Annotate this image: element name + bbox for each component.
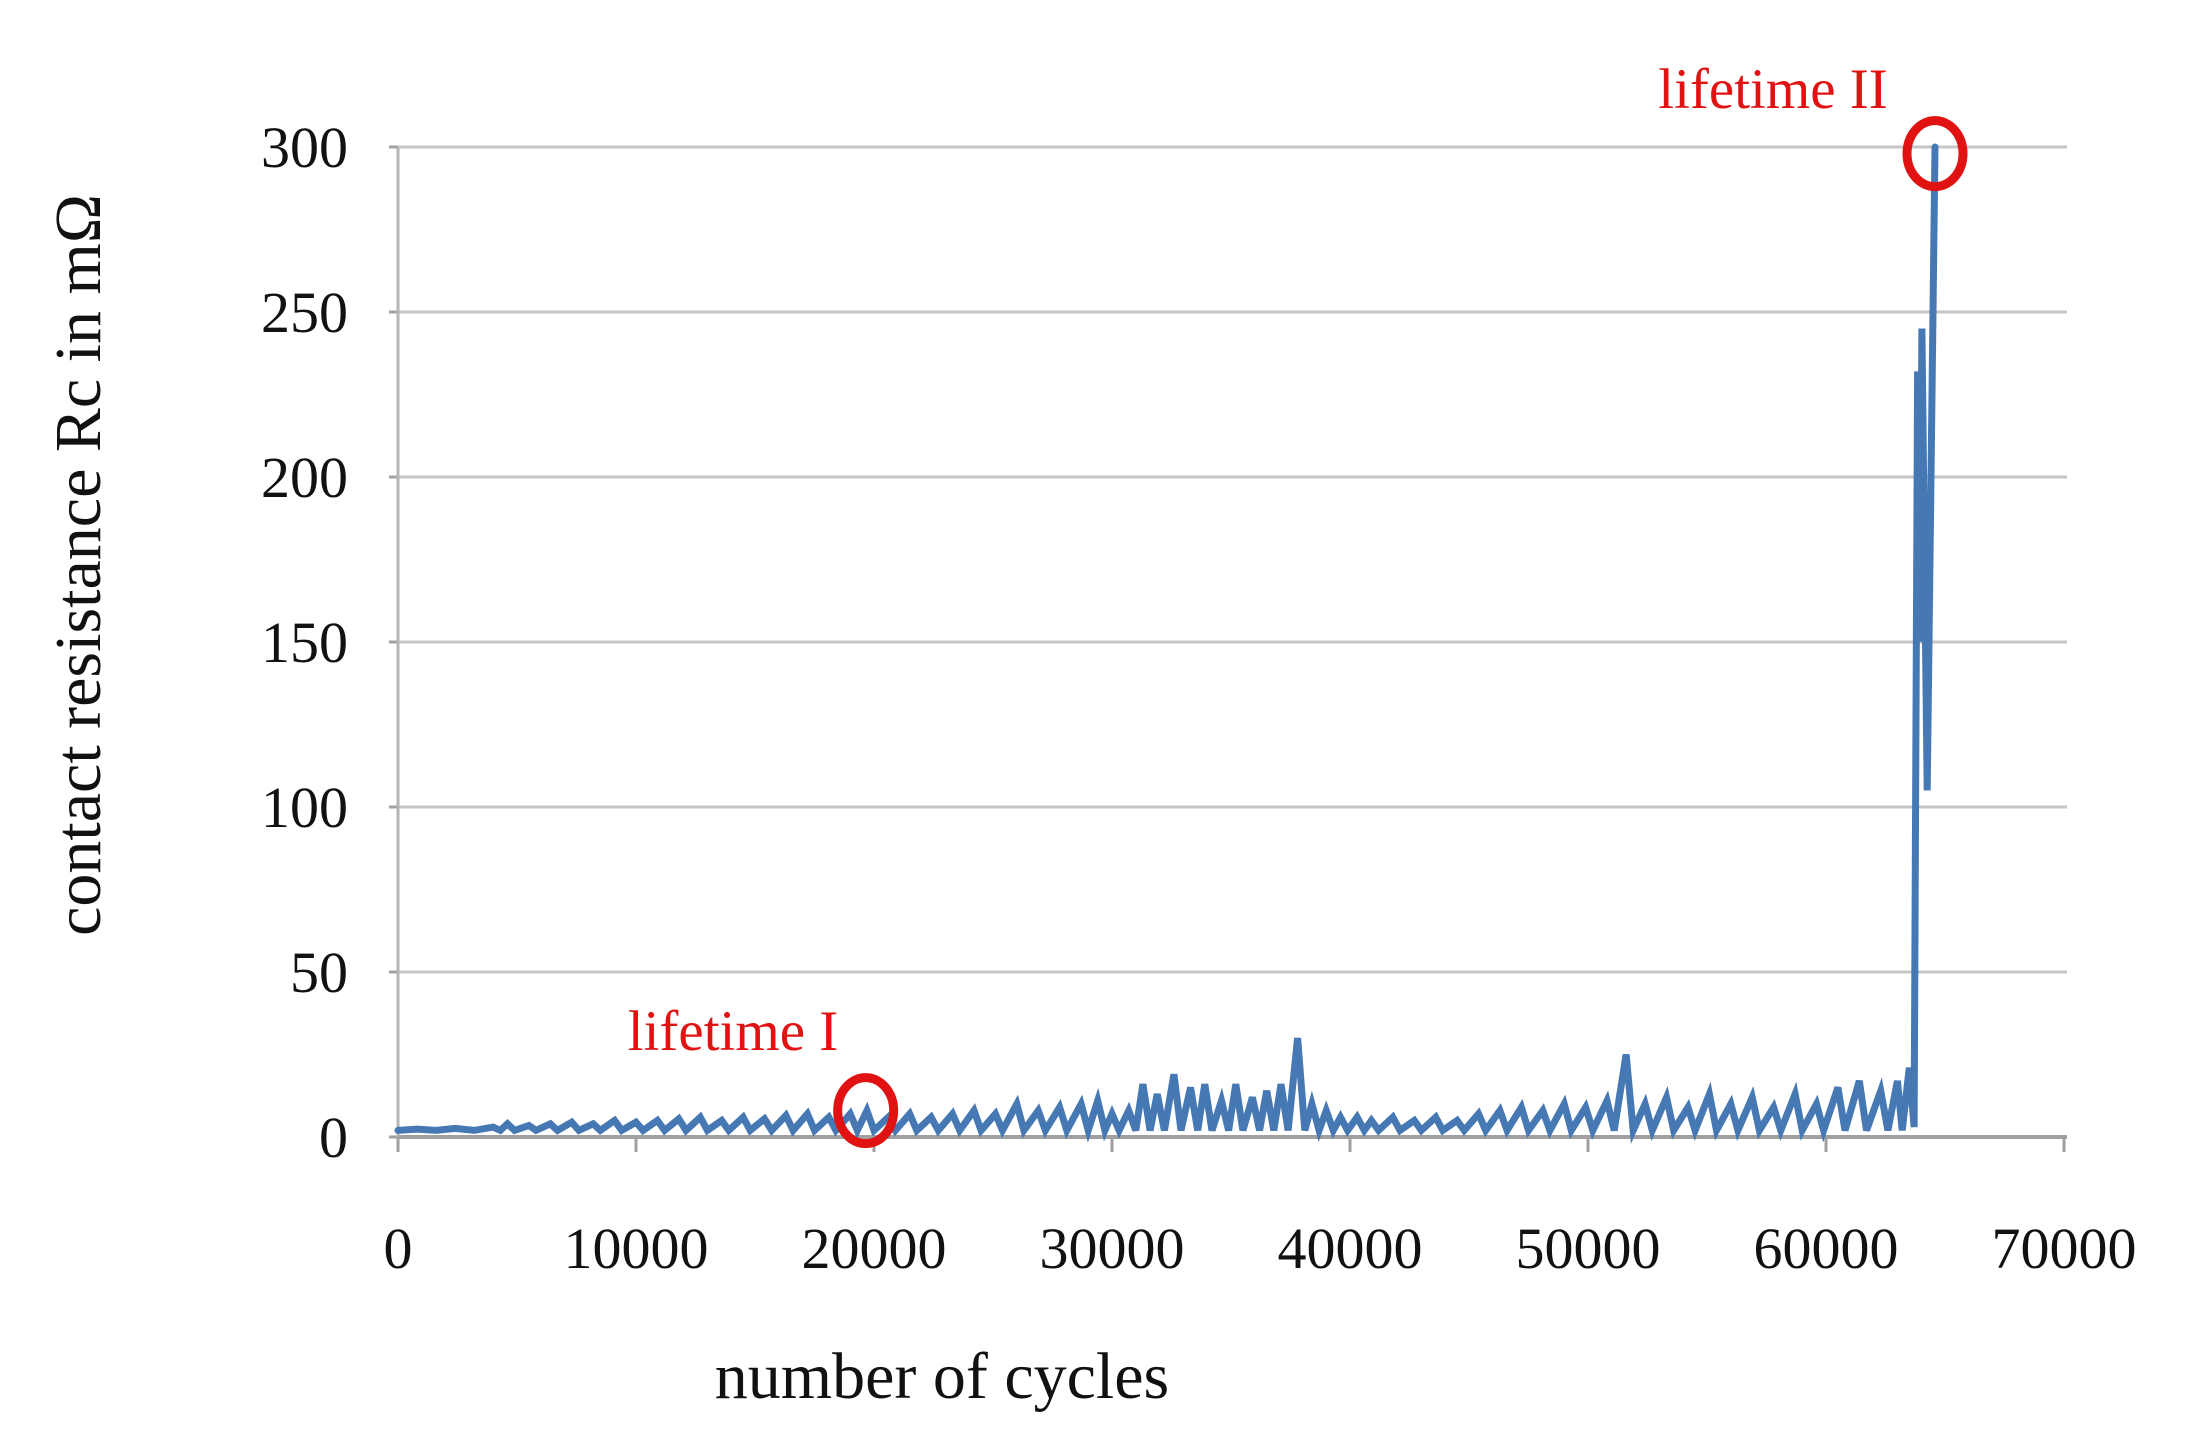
lifetime-2-circle — [1902, 116, 1968, 192]
x-tick-label-40000: 40000 — [1278, 1216, 1423, 1281]
resistance-series-line — [394, 143, 1939, 1144]
x-tick-label-60000: 60000 — [1754, 1216, 1899, 1281]
x-tick-label-70000: 70000 — [1992, 1216, 2137, 1281]
y-tick-label-250: 250 — [261, 280, 348, 345]
x-axis-tick-marks — [396, 1137, 2066, 1152]
annotation-circles — [833, 116, 1968, 1149]
lifetime-1-circle — [833, 1073, 899, 1149]
y-tick-label-100: 100 — [261, 775, 348, 840]
x-tick-label-30000: 30000 — [1040, 1216, 1185, 1281]
y-tick-label-0: 0 — [319, 1105, 348, 1170]
y-tick-label-50: 50 — [290, 940, 348, 1005]
y-axis-tick-labels: 0 50 100 150 200 250 300 — [261, 115, 348, 1170]
x-tick-label-0: 0 — [384, 1216, 413, 1281]
x-tick-label-20000: 20000 — [802, 1216, 947, 1281]
x-axis-tick-labels: 0 10000 20000 30000 40000 50000 60000 70000 — [384, 1216, 2137, 1281]
y-tick-label-200: 200 — [261, 445, 348, 510]
y-axis-title: contact resistance Rc in mΩ — [42, 194, 115, 936]
x-tick-label-10000: 10000 — [564, 1216, 709, 1281]
lifetime-1-label: lifetime I — [628, 1000, 839, 1063]
x-tick-label-50000: 50000 — [1516, 1216, 1661, 1281]
axis-lines — [396, 147, 2067, 1139]
gridlines — [398, 145, 2067, 974]
lifetime-2-label: lifetime II — [1658, 58, 1887, 121]
x-axis-title: number of cycles — [715, 1340, 1170, 1413]
y-tick-label-150: 150 — [261, 610, 348, 675]
y-tick-label-300: 300 — [261, 115, 348, 180]
